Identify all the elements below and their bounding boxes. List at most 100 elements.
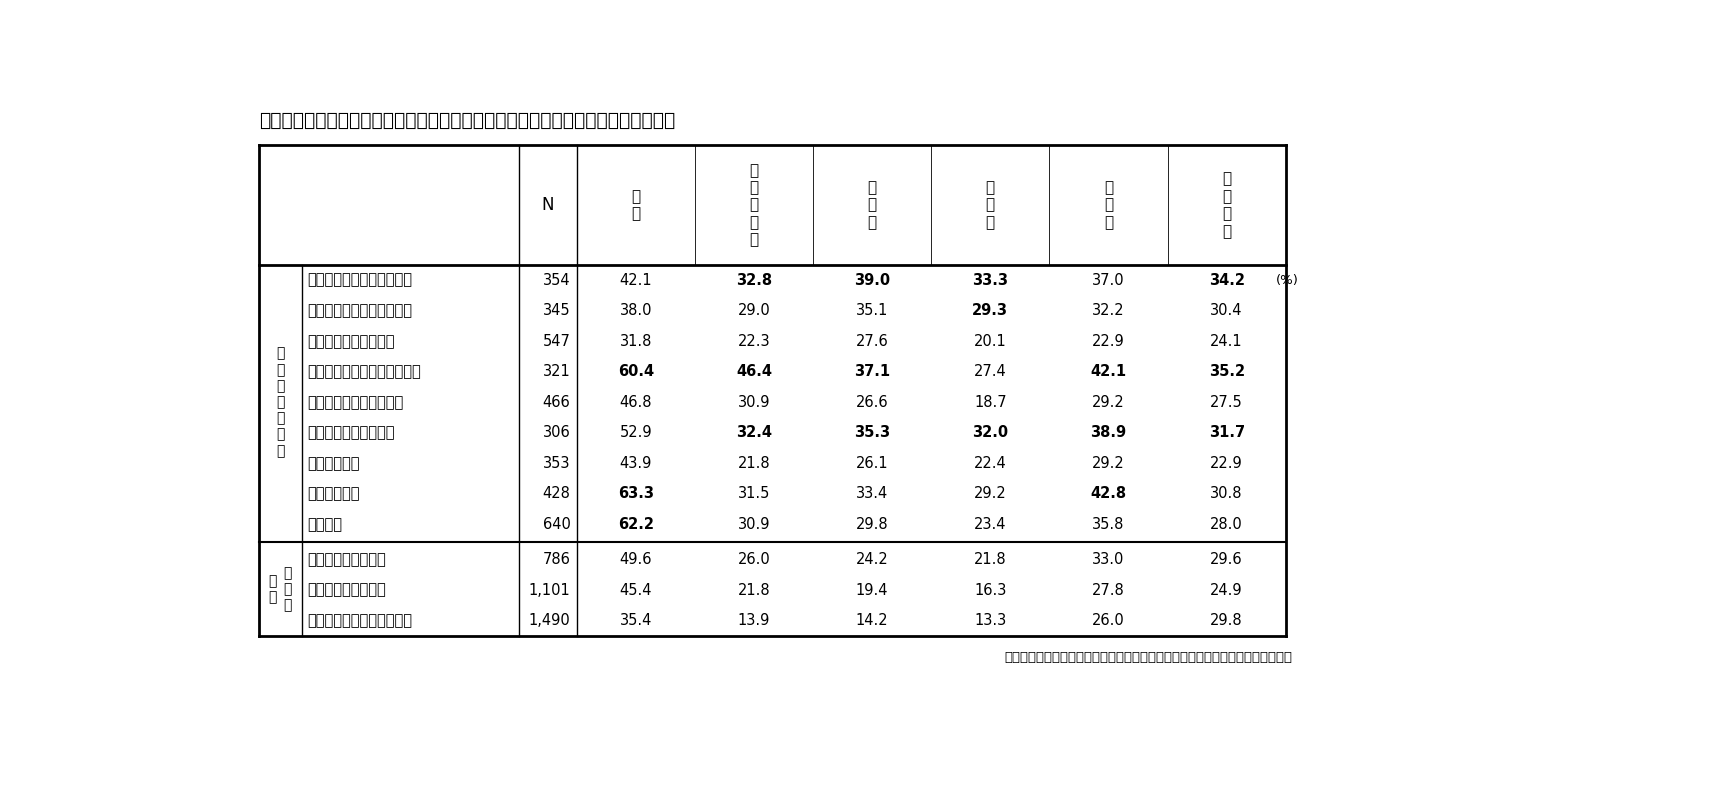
Text: 42.1: 42.1 [619,272,652,288]
Text: 27.8: 27.8 [1092,583,1125,598]
Text: 21.8: 21.8 [737,456,770,471]
Text: 33.0: 33.0 [1092,552,1125,567]
Text: 活
気: 活 気 [631,189,640,221]
Text: 仕事のコントロール度: 仕事のコントロール度 [308,425,394,440]
Text: 13.9: 13.9 [737,613,770,628]
Text: 30.9: 30.9 [737,395,770,410]
Text: 46.8: 46.8 [619,395,652,410]
Text: 38.0: 38.0 [619,303,652,318]
Text: 上司からのサポート: 上司からのサポート [308,552,386,567]
Text: 26.1: 26.1 [856,456,889,471]
Text: 24.9: 24.9 [1211,583,1242,598]
Text: 1,101: 1,101 [529,583,571,598]
Text: 353: 353 [543,456,571,471]
Text: 図表７　心身のストレス反応が「高」の割合【ストレスの原因、周囲のサポート】: 図表７ 心身のストレス反応が「高」の割合【ストレスの原因、周囲のサポート】 [260,111,675,129]
Text: 37.1: 37.1 [855,364,891,379]
Text: (%): (%) [1277,274,1299,287]
Text: 31.8: 31.8 [619,334,652,349]
Text: 35.2: 35.2 [1209,364,1244,379]
Text: 786: 786 [543,552,571,567]
Text: 16.3: 16.3 [974,583,1007,598]
Text: 31.5: 31.5 [737,486,770,502]
Text: 35.4: 35.4 [619,613,652,628]
Text: 35.8: 35.8 [1092,517,1125,532]
Text: ポ
ー
ト: ポ ー ト [284,566,292,612]
Text: 27.5: 27.5 [1211,395,1244,410]
Text: 自覚的な身体的負担度: 自覚的な身体的負担度 [308,334,394,349]
Text: 29.6: 29.6 [1211,552,1242,567]
Text: 家族・友人からのサポート: 家族・友人からのサポート [308,613,413,628]
Text: 13.3: 13.3 [974,613,1007,628]
Text: 29.8: 29.8 [1211,613,1242,628]
Text: 30.4: 30.4 [1211,303,1242,318]
Text: 29.8: 29.8 [856,517,889,532]
Text: 仕事の適性度: 仕事の適性度 [308,486,360,502]
Text: 306: 306 [543,425,571,440]
Text: 640: 640 [543,517,571,532]
Text: 27.4: 27.4 [974,364,1007,379]
Text: 547: 547 [543,334,571,349]
Text: 43.9: 43.9 [619,456,652,471]
Text: 49.6: 49.6 [619,552,652,567]
Text: サ
ト: サ ト [268,574,277,604]
Text: 46.4: 46.4 [735,364,772,379]
Text: 32.2: 32.2 [1092,303,1125,318]
Text: ス
ト
レ
ス
の
原
因: ス ト レ ス の 原 因 [277,347,284,458]
Text: 26.0: 26.0 [1092,613,1125,628]
Text: 28.0: 28.0 [1211,517,1244,532]
Text: 19.4: 19.4 [856,583,887,598]
Text: 24.1: 24.1 [1211,334,1242,349]
Text: 技能の活用度: 技能の活用度 [308,456,360,471]
Text: 37.0: 37.0 [1092,272,1125,288]
Text: 321: 321 [543,364,571,379]
Text: 31.7: 31.7 [1209,425,1244,440]
Text: 26.6: 26.6 [856,395,889,410]
Text: 32.4: 32.4 [735,425,772,440]
Text: 29.2: 29.2 [974,486,1007,502]
Text: 38.9: 38.9 [1090,425,1126,440]
Text: 30.9: 30.9 [737,517,770,532]
Text: 疲
労
感: 疲 労 感 [867,180,877,230]
Text: 42.1: 42.1 [1090,364,1126,379]
Text: 職場の対人関係でのストレス: 職場の対人関係でのストレス [308,364,422,379]
Text: 354: 354 [543,272,571,288]
Text: 29.2: 29.2 [1092,395,1125,410]
Text: 働きがい: 働きがい [308,517,343,532]
Text: 21.8: 21.8 [974,552,1007,567]
Text: 29.0: 29.0 [737,303,770,318]
Text: 32.0: 32.0 [972,425,1009,440]
Text: 20.1: 20.1 [974,334,1007,349]
Text: 29.3: 29.3 [972,303,1009,318]
Text: 14.2: 14.2 [856,613,889,628]
Text: 345: 345 [543,303,571,318]
Text: 抑
う
つ: 抑 う つ [1104,180,1112,230]
Text: 466: 466 [543,395,571,410]
Text: 22.4: 22.4 [974,456,1007,471]
Text: 35.3: 35.3 [855,425,891,440]
Text: イ
ラ
イ
ラ
感: イ ラ イ ラ 感 [749,163,758,247]
Text: 29.2: 29.2 [1092,456,1125,471]
Text: 45.4: 45.4 [619,583,652,598]
Text: 35.1: 35.1 [856,303,887,318]
Text: 1,490: 1,490 [529,613,571,628]
Text: 心理的な仕事の負担（質）: 心理的な仕事の負担（質） [308,303,413,318]
Text: 18.7: 18.7 [974,395,1007,410]
Text: 27.6: 27.6 [856,334,889,349]
Text: 不
安
感: 不 安 感 [986,180,995,230]
Text: 60.4: 60.4 [618,364,654,379]
Text: 身
体
愁
訴: 身 体 愁 訴 [1221,171,1232,238]
Text: 22.3: 22.3 [737,334,770,349]
Text: （注）６の心身のストレス反応に関する指標それぞれについて、上位３つを太字: （注）６の心身のストレス反応に関する指標それぞれについて、上位３つを太字 [1003,651,1292,664]
Text: 24.2: 24.2 [856,552,889,567]
Text: 職場環境によるストレス: 職場環境によるストレス [308,395,403,410]
Text: 22.9: 22.9 [1211,456,1244,471]
Text: 33.4: 33.4 [856,486,887,502]
Text: 34.2: 34.2 [1209,272,1244,288]
Text: 33.3: 33.3 [972,272,1009,288]
Text: 42.8: 42.8 [1090,486,1126,502]
Text: 同僚からのサポート: 同僚からのサポート [308,583,386,598]
Text: 26.0: 26.0 [737,552,770,567]
Text: 52.9: 52.9 [619,425,652,440]
Text: 32.8: 32.8 [735,272,772,288]
Text: 63.3: 63.3 [618,486,654,502]
